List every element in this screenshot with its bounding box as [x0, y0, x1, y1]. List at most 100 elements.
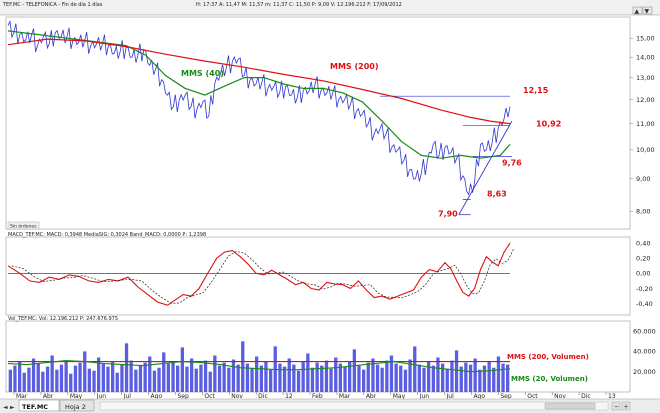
volume-bar: [296, 370, 301, 392]
volume-bar: [227, 367, 231, 392]
mms40-label: MMS (40): [181, 69, 224, 78]
time-axis: Mar Abr May Jun Jul Ago Sep Oct Nov Dic 12 Feb Mar Ab…: [13, 392, 616, 400]
volume-bar: [203, 360, 208, 392]
time-tick-label: Ago: [151, 393, 163, 400]
expand-button[interactable]: [642, 6, 653, 15]
price-level-label: 8,63: [487, 189, 507, 198]
header-quote: H: 17:37 A: 11,47 M: 11,57 m: 11,37 C: 1…: [196, 2, 402, 8]
volume-bar: [417, 364, 421, 392]
price-tick-label: 14,00: [636, 53, 655, 61]
price-level-label: 7,90: [438, 210, 458, 219]
volume-bar: [385, 360, 389, 392]
time-tick-label: Abr: [43, 393, 54, 400]
volume-bar: [120, 364, 124, 392]
volume-bar: [18, 361, 22, 392]
volume-bar: [422, 367, 426, 392]
zoom-in-button[interactable]: [621, 401, 631, 411]
price-level-label: 12,15: [523, 86, 549, 95]
time-tick-label: 13: [608, 393, 616, 400]
volume-bar: [380, 367, 384, 392]
macd-tick-label: -0,40: [636, 300, 653, 308]
horizontal-scrollbar[interactable]: [99, 401, 609, 411]
volume-bar: [22, 372, 26, 392]
volume-bar: [255, 356, 259, 392]
price-tick-label: 11,00: [636, 120, 655, 128]
mms200-line: [7, 38, 511, 125]
price-tick-label: 10,00: [636, 146, 655, 154]
zoom-out-button[interactable]: [611, 401, 621, 411]
volume-bar: [31, 358, 36, 392]
volume-bar: [83, 351, 87, 392]
volume-bar: [124, 343, 129, 392]
collapse-button[interactable]: [632, 6, 643, 15]
volume-bar: [445, 368, 449, 392]
time-tick-label: Nov: [554, 393, 566, 400]
volume-bar: [134, 369, 138, 392]
volume-bar: [222, 362, 226, 392]
volume-bar: [343, 366, 347, 392]
macd-header: MACD_TEF.MC: MACD: 0,3948 MediaSIG: 0,30…: [8, 232, 206, 238]
volume-bar: [59, 364, 64, 392]
volume-bar: [315, 362, 319, 392]
tab-sheet2[interactable]: [59, 399, 95, 412]
nav-right-icon[interactable]: ►: [10, 404, 15, 411]
price-tick-label: 13,00: [636, 74, 655, 82]
volume-bar: [278, 363, 282, 392]
volume-bar: [269, 369, 273, 392]
volume-bar: [78, 362, 82, 392]
volume-bar: [501, 363, 505, 392]
volume-bar: [352, 349, 356, 392]
volume-bar: [148, 356, 152, 392]
volume-bar: [454, 350, 459, 392]
time-tick-label: Oct: [527, 393, 538, 400]
volume-bar: [320, 365, 324, 392]
volume-bar: [199, 364, 203, 392]
volume-bar: [496, 356, 501, 392]
nav-left-icon[interactable]: ◄: [3, 404, 8, 411]
time-tick-label: Nov: [231, 393, 243, 400]
volume-bar: [245, 363, 250, 392]
volume-bar: [217, 365, 222, 392]
volume-bar: [111, 361, 115, 392]
volume-bar: [362, 369, 366, 392]
zoom-out-icon: −: [614, 404, 619, 411]
volume-bar: [375, 364, 380, 392]
time-tick-label: Abr: [366, 393, 377, 400]
volume-bars: [8, 341, 510, 392]
volume-bar: [73, 365, 78, 392]
volume-bar: [41, 371, 45, 392]
volume-bar: [450, 360, 454, 392]
time-tick-label: Jun: [419, 393, 430, 400]
tab-sheet2-label: Hoja 2: [65, 403, 86, 411]
volume-bar: [8, 369, 12, 392]
volume-bar: [399, 365, 403, 392]
volume-bar: [487, 361, 491, 392]
volume-bar: [152, 370, 157, 392]
volume-bar: [50, 355, 54, 392]
volume-bar: [482, 365, 487, 392]
header-left: TEF.MC - TELEFONICA - Fin de día 1 días: [2, 1, 103, 8]
volume-bar: [348, 361, 352, 392]
volume-bar: [36, 363, 40, 392]
orders-button-label: Sin órdenes: [10, 223, 37, 230]
scrollbar-thumb[interactable]: [544, 402, 596, 410]
volume-bar: [45, 366, 50, 392]
volume-bar: [92, 370, 96, 392]
volume-mms200-label: MMS (200, Volumen): [507, 353, 589, 361]
volume-tick-label: 60.000: [633, 327, 656, 335]
time-tick-label: Oct: [204, 393, 215, 400]
time-tick-label: Mar: [16, 393, 28, 400]
volume-bar: [87, 368, 91, 392]
tab-active[interactable]: [18, 399, 60, 412]
volume-bar: [408, 359, 412, 392]
volume-bar: [292, 364, 296, 392]
volume-bar: [389, 355, 394, 392]
volume-bar: [473, 358, 477, 392]
price-axis: 8,00 9,00 10,00 11,00 12,00 13,00 14,00 15,00: [630, 34, 655, 216]
orders-button[interactable]: [7, 221, 40, 230]
time-tick-label: Sep: [500, 393, 512, 400]
macd-axis: -0,40 -0,20 0,00 0,20 0,40: [636, 239, 653, 308]
volume-tick-label: 40.000: [633, 348, 656, 356]
